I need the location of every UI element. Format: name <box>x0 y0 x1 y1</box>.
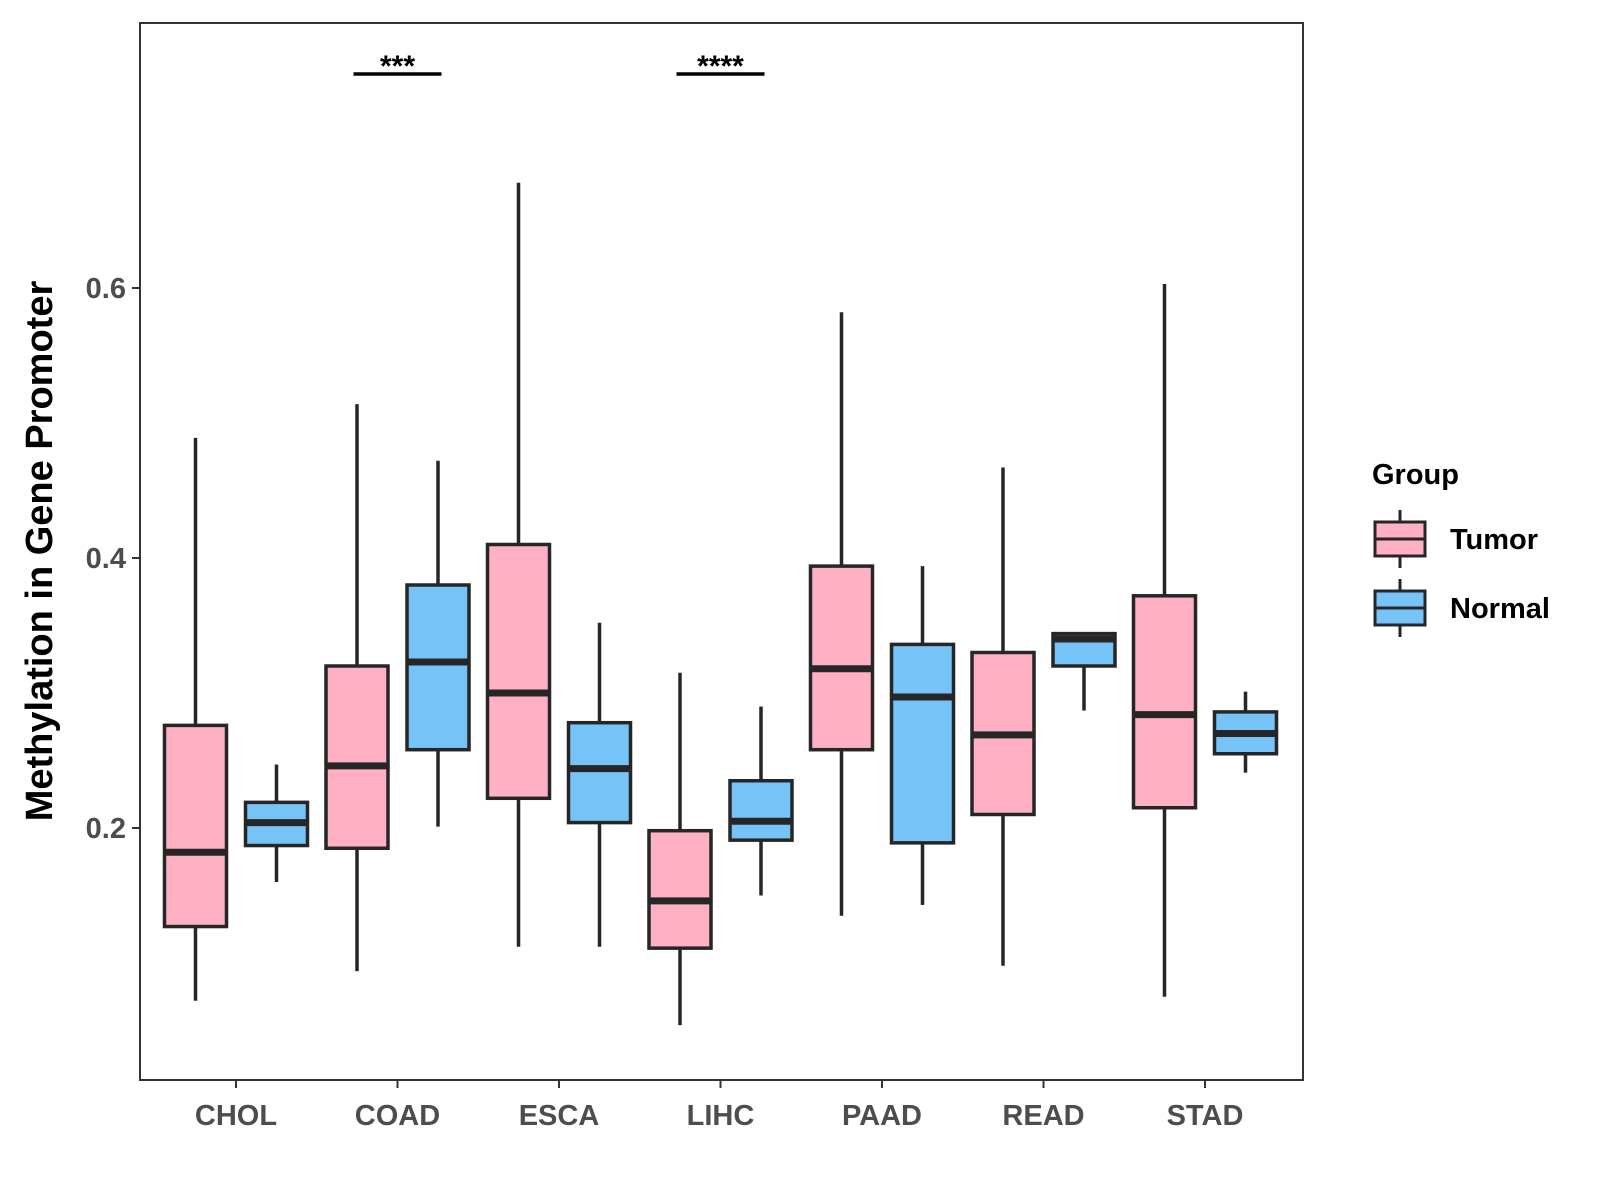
box-esca-normal <box>566 622 633 947</box>
box-body <box>162 723 229 929</box>
y-tick-label: 0.4 <box>86 543 126 575</box>
y-axis: 0.2 0.4 0.6 <box>86 273 140 845</box>
box-body <box>647 828 713 950</box>
box-paad-normal <box>889 566 956 905</box>
box-series <box>162 182 1279 1026</box>
y-tick-label: 0.6 <box>86 273 126 305</box>
x-axis: CHOL COAD ESCA LIHC PAAD READ STAD <box>195 1080 1243 1132</box>
box-esca-tumor <box>485 182 552 947</box>
legend-label: Tumor <box>1450 524 1538 556</box>
box-stad-normal <box>1212 691 1279 773</box>
box-coad-tumor <box>324 404 390 972</box>
box-paad-tumor <box>808 312 875 916</box>
x-tick-label: LIHC <box>687 1100 755 1132</box>
significance-annotations: *** **** <box>353 50 765 83</box>
significance-label: **** <box>697 50 744 83</box>
box-body <box>405 583 471 752</box>
legend-item-normal: Normal <box>1373 579 1550 637</box>
box-body <box>889 642 956 845</box>
box-chol-tumor <box>162 437 229 1001</box>
box-body <box>485 542 552 801</box>
box-body <box>566 720 633 825</box>
box-lihc-tumor <box>647 672 713 1026</box>
box-body <box>728 779 794 842</box>
box-body <box>808 564 875 752</box>
box-body <box>324 664 390 850</box>
y-tick-label: 0.2 <box>86 813 126 845</box>
x-tick-label: COAD <box>355 1100 440 1132</box>
legend-title: Group <box>1372 459 1459 491</box>
box-body <box>1131 594 1198 810</box>
significance-lihc: **** <box>676 50 765 83</box>
box-chol-normal <box>243 764 310 882</box>
significance-coad: *** <box>353 50 442 83</box>
x-tick-label: READ <box>1002 1100 1084 1132</box>
x-tick-label: CHOL <box>195 1100 277 1132</box>
box-read-normal <box>1051 631 1117 711</box>
x-tick-label: STAD <box>1167 1100 1244 1132</box>
box-read-tumor <box>970 467 1036 966</box>
x-tick-label: ESCA <box>519 1100 600 1132</box>
y-axis-title: Methylation in Gene Promoter <box>19 281 61 822</box>
significance-label: *** <box>380 50 415 83</box>
legend: Group Tumor Normal <box>1372 459 1550 637</box>
plot-panel <box>139 22 1304 1081</box>
box-stad-tumor <box>1131 283 1198 997</box>
legend-label: Normal <box>1450 593 1550 625</box>
x-tick-label: PAAD <box>842 1100 922 1132</box>
box-lihc-normal <box>728 706 794 896</box>
box-coad-normal <box>405 460 471 827</box>
legend-item-tumor: Tumor <box>1373 510 1538 568</box>
